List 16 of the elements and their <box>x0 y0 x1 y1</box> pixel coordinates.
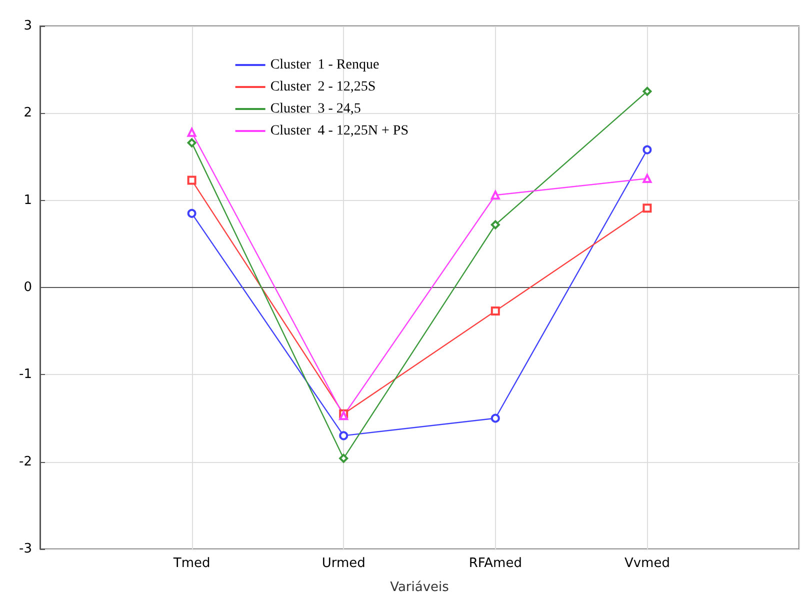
x-axis-title: Variáveis <box>390 580 450 595</box>
y-tick-label: 2 <box>24 106 32 121</box>
y-tick-label: 3 <box>24 18 32 34</box>
x-tick-label: Tmed <box>172 556 210 571</box>
y-tick-label: 1 <box>24 192 32 208</box>
legend-label: Cluster 1 - Renque <box>270 58 380 72</box>
y-tick-label: -1 <box>19 367 32 382</box>
x-tick-label: Urmed <box>322 556 366 571</box>
legend-label: Cluster 2 - 12,25S <box>270 80 376 94</box>
y-tick-label: -3 <box>19 542 32 556</box>
legend-label: Cluster 3 - 24,5 <box>270 102 361 116</box>
y-tick-label: 0 <box>24 280 32 295</box>
x-tick-label: RFAmed <box>468 556 522 571</box>
y-tick-label: -2 <box>19 454 32 470</box>
legend-label: Cluster 4 - 12,25N + PS <box>270 124 409 138</box>
x-tick-label: Vvmed <box>624 556 670 571</box>
